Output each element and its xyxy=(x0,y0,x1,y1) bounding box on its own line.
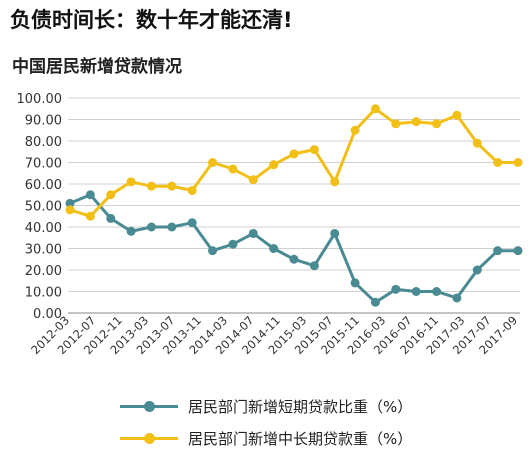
data-point-0 xyxy=(146,222,156,232)
data-point-1 xyxy=(493,158,503,167)
data-point-1 xyxy=(472,138,482,148)
data-point-0 xyxy=(452,293,462,303)
data-point-1 xyxy=(248,175,258,185)
data-point-0 xyxy=(208,246,218,256)
data-point-0 xyxy=(370,297,380,307)
data-point-0 xyxy=(65,198,75,208)
data-point-1 xyxy=(85,211,95,221)
line-chart: 0.00 10.00 20.00 30.00 40.00 50.00 60.00 70.00 8… xyxy=(17,92,523,357)
data-point-0 xyxy=(85,190,95,200)
y-tick-label: 60.00 xyxy=(25,178,62,193)
legend-label-long-term: 居民部门新增中长期贷款重（%） xyxy=(188,429,413,448)
data-point-0 xyxy=(513,246,523,256)
y-tick-label: 90.00 xyxy=(25,114,62,129)
data-point-0 xyxy=(391,284,401,294)
data-point-0 xyxy=(126,226,136,236)
data-point-1 xyxy=(432,119,442,129)
data-point-1 xyxy=(309,145,319,155)
legend-item-short-term: 居民部门新增短期贷款比重（%） xyxy=(120,395,412,417)
data-point-1 xyxy=(187,185,197,195)
legend-swatch-short-term xyxy=(120,395,178,417)
data-point-1 xyxy=(65,205,75,215)
data-point-1 xyxy=(370,104,380,114)
headline: 负债时间长：数十年才能还清! xyxy=(10,8,293,32)
data-point-1 xyxy=(513,158,523,167)
data-point-1 xyxy=(411,117,421,127)
data-point-0 xyxy=(350,278,360,288)
y-tick-label: 70.00 xyxy=(25,157,62,172)
y-tick-label: 80.00 xyxy=(25,135,62,150)
data-point-1 xyxy=(350,125,360,135)
y-tick-label: 10.00 xyxy=(25,286,62,301)
data-point-1 xyxy=(167,181,177,191)
data-point-0 xyxy=(167,222,177,232)
legend-swatch-long-term xyxy=(120,427,178,449)
data-point-0 xyxy=(187,218,197,228)
data-point-0 xyxy=(432,287,442,296)
y-axis: 0.00 10.00 20.00 30.00 40.00 50.00 60.00 70.00 8… xyxy=(17,92,63,322)
data-point-1 xyxy=(269,160,279,170)
data-point-0 xyxy=(248,228,258,238)
grid-lines xyxy=(68,97,520,314)
data-point-0 xyxy=(228,239,238,249)
data-point-1 xyxy=(208,158,218,167)
x-axis: 2012-032012-072012-112013-032013-072013-… xyxy=(28,313,520,357)
data-point-1 xyxy=(391,119,401,129)
data-point-1 xyxy=(126,177,136,187)
data-point-1 xyxy=(452,110,462,120)
data-point-0 xyxy=(330,228,340,238)
data-point-0 xyxy=(106,213,116,223)
y-tick-label: 40.00 xyxy=(25,221,62,236)
legend-label-short-term: 居民部门新增短期贷款比重（%） xyxy=(188,397,413,416)
series-group xyxy=(65,104,523,307)
y-tick-label: 20.00 xyxy=(25,264,62,279)
y-tick-label: 0.00 xyxy=(33,307,62,322)
data-point-1 xyxy=(330,177,340,187)
data-point-1 xyxy=(228,164,238,174)
data-point-0 xyxy=(309,261,319,271)
data-point-0 xyxy=(411,287,421,296)
y-tick-label: 50.00 xyxy=(25,200,62,215)
data-point-1 xyxy=(289,149,299,159)
data-point-1 xyxy=(146,181,156,191)
y-tick-label: 100.00 xyxy=(17,92,63,107)
legend-item-long-term: 居民部门新增中长期贷款重（%） xyxy=(120,427,412,449)
data-point-1 xyxy=(106,190,116,200)
data-point-0 xyxy=(472,265,482,275)
data-point-0 xyxy=(289,254,299,264)
y-tick-label: 30.00 xyxy=(25,243,62,258)
chart-title: 中国居民新增贷款情况 xyxy=(12,57,182,77)
data-point-0 xyxy=(269,244,279,253)
data-point-0 xyxy=(493,246,503,256)
